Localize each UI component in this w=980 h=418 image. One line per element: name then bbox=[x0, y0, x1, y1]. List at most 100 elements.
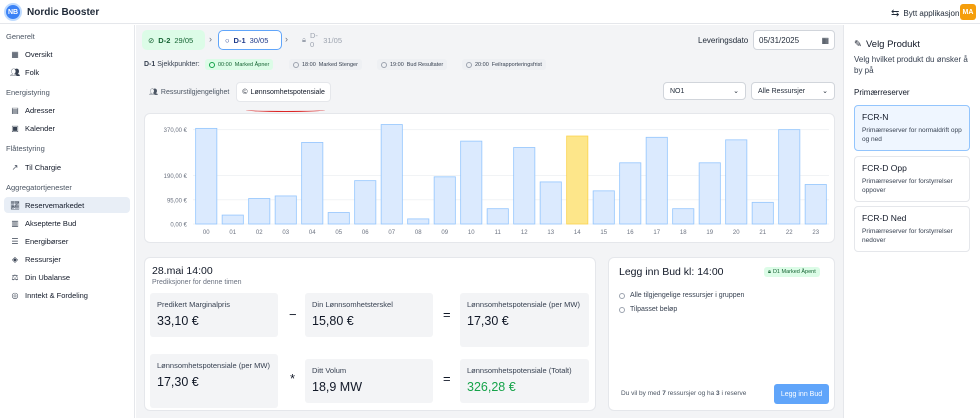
list-icon: ☰ bbox=[11, 236, 19, 246]
checkpoints-label: D-1 Sjekkpunkter: bbox=[144, 61, 200, 68]
coin-icon: © bbox=[242, 88, 248, 96]
chart-bar bbox=[460, 140, 483, 225]
chart-bar bbox=[327, 212, 350, 225]
sidebar-item-folk[interactable]: 👥︎ Folk bbox=[4, 64, 130, 80]
external-link-icon: ↗ bbox=[11, 162, 19, 172]
calc-title: 28.mai 14:00 bbox=[152, 265, 213, 277]
chart-bar bbox=[221, 214, 244, 225]
threshold-box: Din Lønnsomhetsterskel 15,80 € bbox=[305, 293, 433, 337]
chart-bar bbox=[301, 141, 324, 225]
submit-bid-button[interactable]: Legg inn Bud bbox=[774, 384, 829, 404]
y-tick-label: 370,00 € bbox=[164, 128, 188, 134]
step-d1[interactable]: ○ D-1 30/05 bbox=[218, 30, 282, 50]
radio-all-resources[interactable]: Alle tilgjengelige ressursjer i gruppen bbox=[619, 292, 744, 299]
circle-icon bbox=[466, 61, 472, 68]
x-tick-label: 07 bbox=[388, 230, 395, 236]
calendar-icon: ▣ bbox=[11, 123, 19, 133]
app-logo[interactable]: NB bbox=[4, 3, 22, 21]
radio-circle[interactable] bbox=[619, 306, 625, 313]
radio-custom-amount[interactable]: Tilpasset beløp bbox=[619, 306, 677, 313]
switch-app-button[interactable]: ⇆ Bytt applikasjon bbox=[891, 8, 959, 19]
chart-bar bbox=[672, 208, 695, 225]
tab-ressurstilgjengelighet[interactable]: 👥︎ Ressurstilgjengelighet bbox=[144, 82, 234, 102]
minus-operator: − bbox=[289, 307, 297, 322]
sidebar-item-aksepterte-bud[interactable]: ▥ Aksepterte Bud bbox=[4, 215, 130, 231]
chevron-right-icon: › bbox=[209, 34, 212, 44]
delivery-date-value: 05/31/2025 bbox=[759, 35, 800, 45]
x-tick-label: 19 bbox=[706, 230, 713, 236]
sidebar-item-label: Aksepterte Bud bbox=[25, 218, 77, 228]
sidebar-section-title: Flåtestyring bbox=[6, 144, 45, 153]
sidebar-item-energiborser[interactable]: ☰ Energibørser bbox=[4, 233, 130, 249]
calculation-card: 28.mai 14:00 Prediksjoner for denne time… bbox=[144, 257, 596, 411]
chart-icon: 📈︎ bbox=[10, 200, 21, 210]
radio-circle[interactable] bbox=[619, 292, 625, 299]
tab-label: Ressurstilgjengelighet bbox=[160, 88, 230, 96]
sidebar-item-label: Din Ubalanse bbox=[25, 272, 71, 282]
building-icon: ▤ bbox=[11, 105, 19, 115]
product-fcr-d-opp[interactable]: FCR-D Opp Primærreserver for forstyrrelse… bbox=[854, 156, 970, 202]
step-d0: 🔒︎ D-0 31/05 bbox=[296, 30, 348, 50]
x-tick-label: 22 bbox=[786, 230, 793, 236]
chart-bar bbox=[539, 181, 562, 225]
market-status-badge: 🔒︎ D1 Marked Åpent bbox=[764, 267, 820, 277]
sidebar-item-label: Folk bbox=[25, 67, 40, 77]
x-tick-label: 18 bbox=[680, 230, 687, 236]
chart-bar bbox=[433, 176, 456, 225]
product-fcr-d-ned[interactable]: FCR-D Ned Primærreserver for forstyrrelse… bbox=[854, 206, 970, 252]
x-tick-label: 09 bbox=[441, 230, 448, 236]
area-select-value: NO1 bbox=[670, 87, 685, 95]
chart-bar bbox=[645, 136, 668, 225]
y-tick-label: 0,00 € bbox=[170, 223, 187, 229]
sidebar-item-label: Til Chargie bbox=[25, 162, 61, 172]
product-fcr-n[interactable]: FCR-N Primærreserver for normaldrift opp … bbox=[854, 105, 970, 151]
main-content: ⊘ D-2 29/05 › ○ D-1 30/05 › 🔒︎ D-0 31/05… bbox=[136, 25, 843, 418]
sidebar-item-label: Kalender bbox=[25, 123, 56, 133]
calendar-icon[interactable]: ▦ bbox=[821, 35, 829, 45]
sidebar-item-kalender[interactable]: ▣ Kalender bbox=[4, 120, 130, 136]
equals-operator: = bbox=[443, 371, 451, 386]
x-tick-label: 15 bbox=[600, 230, 607, 236]
tab-lonnsomhetspotensiale[interactable]: © Lønnsomhetspotensiale bbox=[236, 82, 331, 102]
resources-select[interactable]: Alle Ressursjer ⌄ bbox=[751, 82, 835, 100]
checkpoint-market-close: 18:00 Marked Stenger bbox=[289, 59, 362, 70]
sidebar-item-reservemarkedet[interactable]: 📈︎ Reservemarkedet bbox=[4, 197, 130, 213]
checkpoint-bid-results: 19:00 Bud Resultater bbox=[377, 59, 448, 70]
checkpoint-market-open: 00:00 Marked Åpner bbox=[205, 59, 274, 70]
tab-annotation-underline bbox=[246, 108, 325, 112]
chevron-right-icon: › bbox=[285, 34, 288, 44]
sidebar-item-til-chargie[interactable]: ↗ Til Chargie bbox=[4, 159, 130, 175]
chart-bar bbox=[592, 190, 615, 225]
people-icon: 👥︎ bbox=[149, 89, 158, 96]
lock-icon: 🔒︎ bbox=[302, 35, 306, 44]
circle-icon bbox=[381, 61, 387, 68]
x-tick-label: 17 bbox=[653, 230, 660, 236]
sidebar-item-adresser[interactable]: ▤ Adresser bbox=[4, 102, 130, 118]
delivery-date-input[interactable]: 05/31/2025 ▦ bbox=[753, 30, 835, 50]
resources-select-value: Alle Ressursjer bbox=[758, 87, 806, 95]
avatar[interactable]: MA bbox=[960, 4, 976, 20]
x-tick-label: 03 bbox=[282, 230, 289, 236]
delivery-date-label: Leveringsdato bbox=[698, 36, 749, 45]
switch-app-label: Bytt applikasjon bbox=[903, 9, 960, 18]
chart-bar bbox=[354, 180, 377, 225]
y-tick-label: 95,00 € bbox=[167, 198, 188, 204]
chart-bar bbox=[804, 184, 827, 225]
sidebar-item-inntekt-fordeling[interactable]: ◎ Inntekt & Fordeling bbox=[4, 287, 130, 303]
sidebar-item-din-ubalanse[interactable]: ⚖ Din Ubalanse bbox=[4, 269, 130, 285]
x-tick-label: 02 bbox=[256, 230, 263, 236]
step-d2[interactable]: ⊘ D-2 29/05 bbox=[142, 30, 205, 50]
sidebar-item-ressursjer[interactable]: ◈ Ressursjer bbox=[4, 251, 130, 267]
sidebar-item-oversikt[interactable]: ▦ Oversikt bbox=[4, 46, 130, 62]
sidebar-item-label: Inntekt & Fordeling bbox=[25, 290, 88, 300]
product-panel-title: ✎ Velg Produkt bbox=[854, 39, 920, 50]
chevron-down-icon: ⌄ bbox=[733, 88, 739, 95]
profit-potential-chart: 0,00 € 95,00 € 190,00 € 370,00 € 00 01 02 03 04 0… bbox=[164, 124, 829, 236]
sidebar-item-label: Energibørser bbox=[25, 236, 69, 246]
people-icon: 👥︎ bbox=[10, 67, 21, 77]
area-select[interactable]: NO1 ⌄ bbox=[663, 82, 746, 100]
x-tick-label: 12 bbox=[521, 230, 528, 236]
chart-bar bbox=[248, 198, 271, 225]
x-tick-label: 06 bbox=[362, 230, 369, 236]
x-tick-label: 13 bbox=[547, 230, 554, 236]
